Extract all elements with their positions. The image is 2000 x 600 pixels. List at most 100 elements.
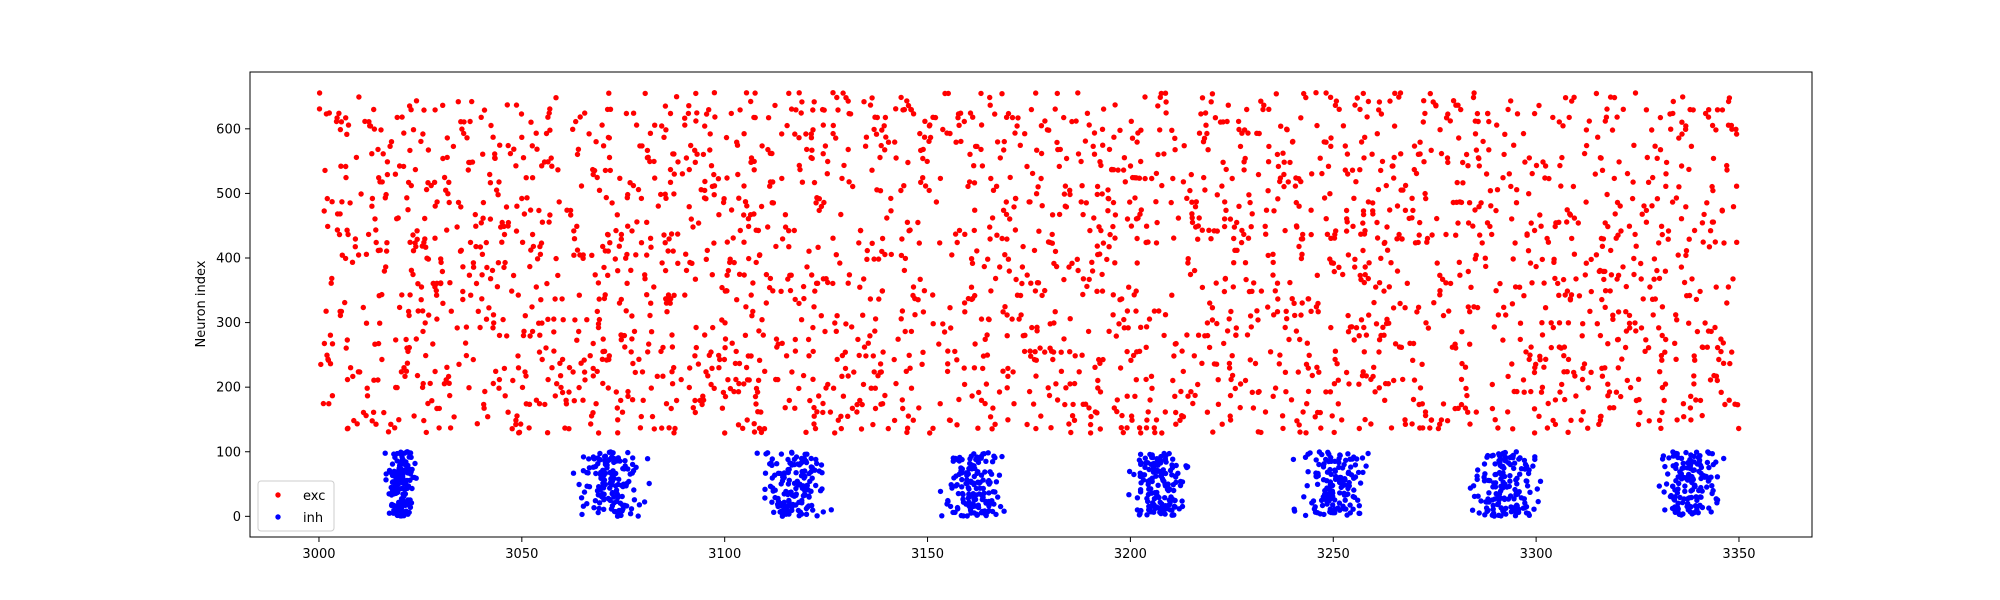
exc-spike bbox=[949, 252, 955, 258]
exc-spike bbox=[744, 417, 750, 423]
exc-spike bbox=[1542, 175, 1548, 181]
exc-spike bbox=[490, 134, 496, 140]
exc-spike bbox=[1135, 215, 1141, 221]
inh-spike bbox=[1146, 466, 1152, 473]
exc-spike bbox=[1155, 151, 1161, 158]
exc-spike bbox=[898, 252, 905, 259]
exc-spike bbox=[877, 154, 883, 161]
inh-spike bbox=[1689, 511, 1695, 517]
exc-spike bbox=[1531, 430, 1538, 436]
exc-spike bbox=[337, 312, 344, 319]
inh-spike bbox=[764, 450, 771, 456]
exc-spike bbox=[1681, 279, 1688, 286]
exc-spike bbox=[1321, 139, 1327, 145]
exc-spike bbox=[1067, 191, 1073, 198]
exc-spike bbox=[438, 256, 444, 262]
exc-spike bbox=[1314, 364, 1320, 370]
exc-spike bbox=[1602, 268, 1608, 275]
exc-spike bbox=[1562, 396, 1568, 403]
inh-spike bbox=[1160, 467, 1167, 473]
exc-spike bbox=[1616, 159, 1622, 165]
exc-spike bbox=[1656, 417, 1663, 423]
exc-spike bbox=[574, 151, 581, 158]
exc-spike bbox=[1663, 336, 1669, 343]
exc-spike bbox=[883, 134, 889, 140]
inh-spike bbox=[1661, 489, 1667, 495]
exc-spike bbox=[1679, 131, 1685, 137]
exc-spike bbox=[1258, 98, 1264, 104]
exc-spike bbox=[1192, 204, 1199, 210]
exc-spike bbox=[1192, 392, 1198, 399]
exc-spike bbox=[917, 130, 923, 137]
exc-spike bbox=[1627, 384, 1634, 391]
exc-spike bbox=[1133, 377, 1140, 383]
exc-spike bbox=[1679, 119, 1685, 125]
inh-spike bbox=[975, 502, 981, 508]
exc-spike bbox=[1024, 272, 1030, 278]
exc-spike bbox=[664, 309, 670, 315]
exc-spike bbox=[329, 341, 336, 347]
exc-spike bbox=[1474, 304, 1481, 311]
exc-spike bbox=[1632, 320, 1638, 326]
exc-spike bbox=[380, 151, 386, 157]
exc-spike bbox=[737, 107, 743, 113]
exc-spike bbox=[1713, 284, 1719, 290]
exc-spike bbox=[1223, 166, 1229, 173]
exc-spike bbox=[1580, 409, 1586, 415]
exc-spike bbox=[1092, 409, 1099, 415]
exc-spike bbox=[486, 305, 492, 311]
exc-spike bbox=[711, 90, 718, 96]
inh-spike bbox=[778, 451, 785, 457]
exc-spike bbox=[385, 429, 392, 435]
exc-spike bbox=[1091, 215, 1097, 221]
inh-spike bbox=[1492, 471, 1498, 478]
exc-spike bbox=[496, 332, 503, 339]
exc-spike bbox=[952, 348, 958, 355]
exc-spike bbox=[702, 178, 708, 185]
exc-spike bbox=[1569, 235, 1575, 242]
exc-spike bbox=[668, 405, 674, 412]
exc-spike bbox=[515, 365, 522, 371]
exc-spike bbox=[1635, 376, 1642, 382]
exc-spike bbox=[1509, 301, 1516, 307]
exc-spike bbox=[1551, 256, 1557, 262]
exc-spike bbox=[774, 344, 780, 350]
exc-spike bbox=[871, 369, 877, 375]
inh-spike bbox=[1502, 454, 1509, 461]
exc-spike bbox=[1470, 94, 1477, 101]
exc-spike bbox=[716, 212, 722, 218]
inh-spike bbox=[396, 465, 402, 471]
exc-spike bbox=[946, 417, 953, 423]
inh-spike bbox=[593, 470, 599, 477]
exc-spike bbox=[1657, 369, 1663, 375]
exc-spike bbox=[1633, 328, 1639, 334]
exc-spike bbox=[633, 252, 639, 258]
exc-spike bbox=[877, 369, 883, 375]
exc-spike bbox=[834, 94, 840, 101]
exc-spike bbox=[648, 385, 654, 391]
inh-spike bbox=[817, 488, 824, 494]
exc-spike bbox=[1599, 373, 1606, 379]
exc-spike bbox=[480, 151, 486, 157]
inh-spike bbox=[808, 455, 814, 462]
exc-spike bbox=[1082, 401, 1089, 407]
exc-spike bbox=[534, 146, 540, 152]
exc-spike bbox=[1173, 409, 1179, 416]
exc-spike bbox=[518, 111, 525, 117]
exc-spike bbox=[898, 94, 904, 101]
inh-spike bbox=[1481, 461, 1488, 467]
exc-spike bbox=[1654, 196, 1661, 202]
inh-spike bbox=[1332, 497, 1338, 503]
inh-spike bbox=[1535, 498, 1541, 505]
inh-spike bbox=[1513, 449, 1520, 455]
exc-spike bbox=[629, 336, 635, 342]
inh-spike bbox=[974, 512, 980, 518]
exc-spike bbox=[787, 287, 794, 294]
exc-spike bbox=[1038, 150, 1045, 157]
exc-spike bbox=[792, 336, 798, 343]
exc-spike bbox=[1724, 167, 1730, 173]
exc-spike bbox=[1086, 276, 1092, 283]
exc-spike bbox=[926, 123, 933, 129]
exc-spike bbox=[926, 138, 932, 144]
exc-spike bbox=[410, 127, 417, 133]
